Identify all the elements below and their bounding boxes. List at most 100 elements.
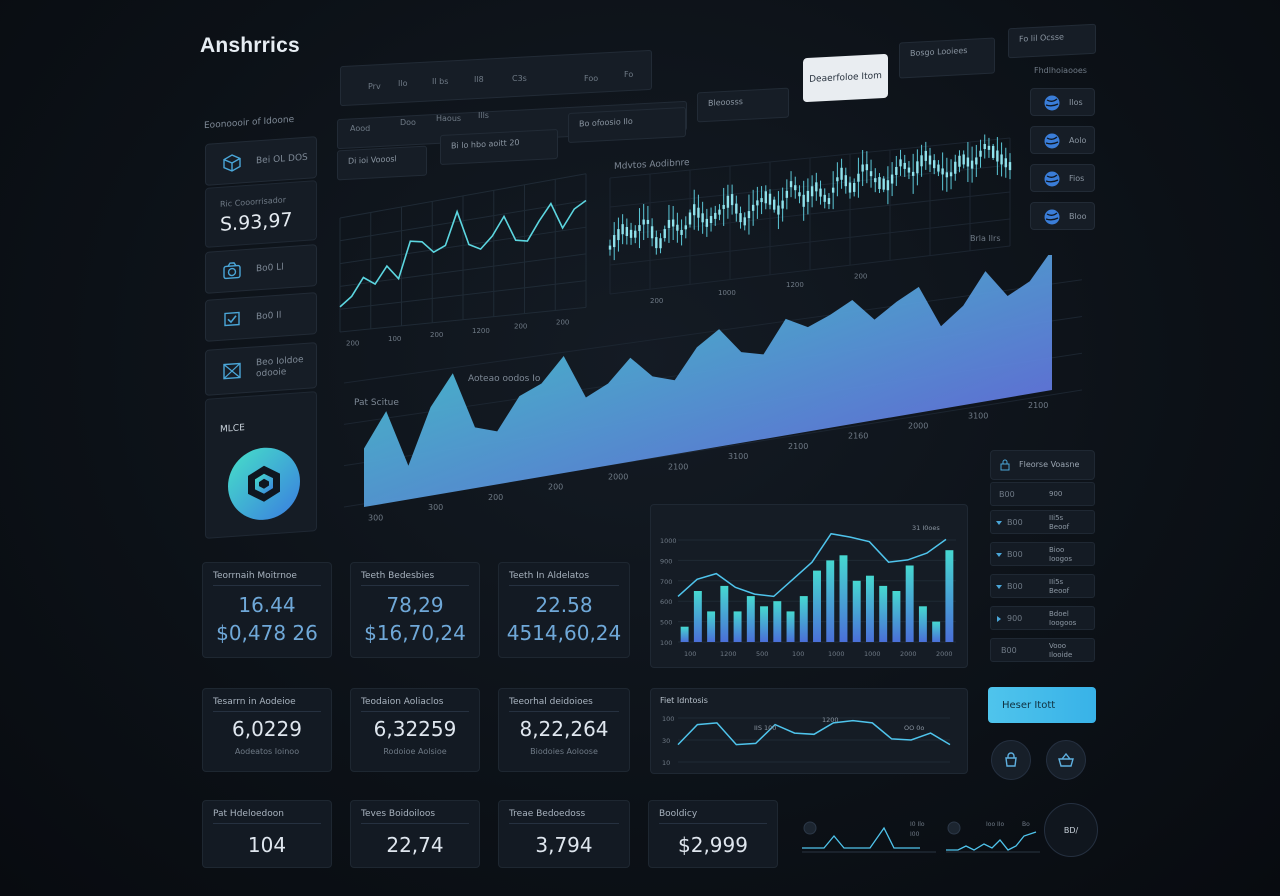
- metric-value: 22,74: [386, 833, 444, 857]
- metric-divider: [213, 711, 321, 712]
- candle-chart: 200 1000 1200 200: [608, 134, 1012, 305]
- candle-body: [773, 199, 776, 210]
- metric-title: Teeth In Aldelatos: [509, 571, 590, 581]
- candle-body: [991, 145, 995, 158]
- grid-line: [609, 245, 1011, 295]
- highlight-button[interactable]: Deaerfoloe Itom: [803, 53, 888, 103]
- tab-1[interactable]: Prv: [368, 82, 381, 91]
- watch-list-title: Fleorse Voasne: [1019, 460, 1080, 469]
- balance-card: Ric Cooorrisador S.93,97: [205, 180, 317, 248]
- x-tick-label: 1000: [718, 289, 736, 297]
- grid-line: [609, 137, 1011, 179]
- balance-label: Ric Cooorrisador: [220, 195, 286, 209]
- sidebar-item-1[interactable]: Bei OL DOS: [205, 136, 317, 186]
- candle-body: [701, 213, 704, 223]
- asset-item-4[interactable]: Bloo: [1030, 202, 1095, 230]
- tab-row2-2[interactable]: Doo: [400, 118, 416, 127]
- sidebar-item-4[interactable]: Beo Ioldoe odooie: [205, 342, 317, 396]
- bag-icon: [1005, 752, 1017, 767]
- top-right-button[interactable]: Fo lil Ocsse: [1008, 23, 1096, 59]
- chevron-right-icon: [997, 616, 1001, 622]
- candle-body: [638, 225, 641, 232]
- candle-body: [848, 182, 852, 193]
- candle-body: [718, 209, 721, 215]
- sidebar-item-2[interactable]: Bo0 Ll: [205, 244, 317, 294]
- sidebar-item-label: Bo0 Ll: [256, 262, 284, 275]
- bag-button[interactable]: [991, 740, 1031, 780]
- tab-5[interactable]: C3s: [512, 74, 527, 83]
- tab-2[interactable]: Ilo: [398, 79, 408, 88]
- list-item[interactable]: B00 Bioo Ioogos: [990, 542, 1095, 566]
- list-item[interactable]: B00 IIi5s Beoof: [990, 510, 1095, 534]
- x-tick-label: 200: [556, 318, 569, 326]
- logo-card-title: MLCE: [220, 423, 245, 435]
- metric-card-10: Booldicy $2,999: [648, 800, 778, 868]
- candle-body: [714, 212, 717, 219]
- shield-check-icon: [224, 311, 240, 327]
- asset-label: Bloo: [1069, 212, 1087, 221]
- tab-3[interactable]: Il bs: [432, 77, 449, 86]
- candle-body: [655, 237, 658, 249]
- tick-labels: 200 1000 1200 200: [650, 273, 867, 305]
- candle-body: [781, 200, 784, 209]
- avatar[interactable]: BD/: [1044, 803, 1098, 857]
- left-line-chart: 200 100 200 1200 200 200: [339, 173, 587, 347]
- asset-item-3[interactable]: Fios: [1030, 164, 1095, 192]
- sidebar-item-3[interactable]: Bo0 Il: [205, 292, 317, 342]
- candle-body: [933, 160, 936, 169]
- metric-subtext: Biodoies Aoloose: [530, 747, 598, 756]
- asset-item-1[interactable]: Ilos: [1030, 88, 1095, 116]
- trend-line: [677, 532, 947, 598]
- asset-label: Fios: [1069, 174, 1085, 183]
- x-tick-label: 100: [388, 335, 401, 343]
- x-tick-label: 2000: [936, 650, 953, 658]
- cta-button[interactable]: Heser Itott: [988, 687, 1096, 723]
- bar: [918, 606, 927, 642]
- basket-button[interactable]: [1046, 740, 1086, 780]
- settings-button[interactable]: Bosgo Looiees: [899, 37, 995, 79]
- candle-body: [869, 171, 873, 177]
- sparkline: [946, 831, 1037, 851]
- tab-row2-1[interactable]: Aood: [350, 124, 371, 133]
- candle-body: [777, 205, 780, 215]
- bar: [865, 575, 874, 642]
- watch-item-b: Vooo Ilooide: [1049, 642, 1073, 659]
- list-item[interactable]: B00 IIi5s Beoof: [990, 574, 1095, 598]
- tab-6[interactable]: Foo: [584, 74, 599, 83]
- bar: [680, 626, 689, 642]
- watch-head-row: B00 900: [990, 482, 1095, 506]
- list-item[interactable]: 900 Bdoel Ioogoos: [990, 606, 1095, 630]
- candle-body: [1000, 154, 1003, 165]
- candle-body: [798, 192, 801, 197]
- area-chart: 300 300 200 200 2000 2100 3100 2100 2160 2000 3100…: [343, 255, 1083, 522]
- tick-labels: IIS 100 1200 OO 0o: [754, 716, 924, 732]
- watch-head-b: 900: [1049, 490, 1063, 498]
- candle-body: [1004, 158, 1007, 168]
- tab-row2-4[interactable]: Ills: [478, 111, 489, 120]
- watch-item-a: B00: [1001, 646, 1017, 655]
- watch-item-b: Bdoel Ioogoos: [1049, 610, 1077, 627]
- tab-4[interactable]: Il8: [474, 75, 484, 84]
- candle-body: [709, 216, 713, 224]
- metric-divider: [361, 585, 469, 586]
- watch-item-b: Bioo Ioogos: [1049, 546, 1073, 563]
- x-tick-label: 3100: [968, 411, 988, 420]
- candle-body: [979, 150, 982, 157]
- candle-body: [878, 177, 881, 190]
- candle-body: [920, 155, 923, 167]
- mini-label: Bo: [1022, 821, 1030, 828]
- asset-item-2[interactable]: Aolo: [1030, 126, 1095, 154]
- cube-icon: [223, 154, 241, 172]
- tab-row2-3[interactable]: Haous: [436, 114, 462, 123]
- candle-body: [857, 173, 860, 182]
- candle-body: [751, 204, 755, 211]
- tab-7[interactable]: Fo: [624, 70, 634, 79]
- area-series: [364, 255, 1052, 507]
- list-item[interactable]: B00 Vooo Ilooide: [990, 638, 1095, 662]
- candle-body: [671, 219, 675, 227]
- candle-body: [865, 164, 869, 171]
- x-tick-label: 1000: [828, 650, 845, 658]
- bar: [760, 606, 769, 642]
- metric-value: 8,22,264: [519, 717, 609, 741]
- sparkline: [802, 826, 920, 849]
